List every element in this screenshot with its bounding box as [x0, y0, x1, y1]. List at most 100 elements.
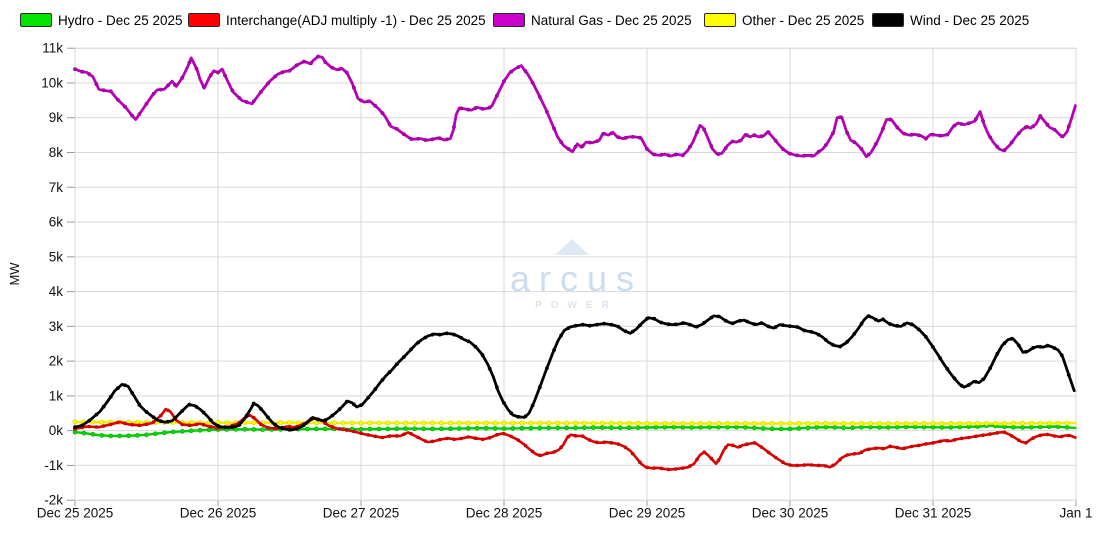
series-marker-hydro	[501, 426, 507, 431]
series-marker-other	[287, 420, 292, 426]
series-marker-wind	[602, 321, 607, 326]
series-marker-hydro	[162, 430, 167, 436]
series-marker-other	[456, 420, 462, 426]
series-marker-wind	[359, 403, 363, 408]
x-tick-label: Dec 28 2025	[466, 506, 543, 521]
series-marker-wind	[230, 425, 235, 430]
series-marker-other	[644, 420, 650, 426]
series-marker-interchange	[580, 434, 585, 439]
series-marker-interchange	[437, 437, 442, 442]
series-marker-natural-gas	[638, 135, 642, 140]
series-marker-interchange	[87, 424, 92, 429]
series-marker-natural-gas	[73, 67, 77, 72]
series-marker-natural-gas	[974, 117, 978, 122]
series-marker-wind	[831, 342, 835, 347]
series-marker-hydro	[573, 425, 578, 431]
series-marker-hydro	[939, 425, 945, 430]
series-marker-wind	[559, 333, 564, 338]
series-marker-other	[99, 419, 105, 425]
series-marker-wind	[816, 332, 821, 337]
series-marker-natural-gas	[266, 81, 270, 86]
series-marker-interchange	[537, 453, 542, 458]
series-marker-other	[885, 420, 891, 426]
series-marker-wind	[387, 370, 392, 375]
series-marker-wind	[437, 332, 442, 337]
legend-item-wind[interactable]: Wind - Dec 25 2025	[872, 12, 1029, 28]
series-marker-other	[564, 420, 569, 426]
series-marker-other	[528, 420, 534, 426]
series-marker-natural-gas	[895, 125, 900, 130]
series-marker-interchange	[723, 445, 728, 450]
series-marker-other	[1002, 420, 1007, 426]
series-marker-hydro	[448, 426, 453, 432]
series-marker-natural-gas	[452, 124, 456, 129]
series-marker-wind	[723, 318, 728, 323]
legend-item-hydro[interactable]: Hydro - Dec 25 2025	[20, 12, 183, 28]
series-marker-hydro	[760, 426, 766, 431]
series-marker-wind	[316, 417, 321, 422]
series-marker-interchange	[1024, 440, 1028, 445]
series-marker-interchange	[659, 466, 664, 471]
series-marker-other	[394, 420, 400, 426]
series-marker-natural-gas	[938, 133, 943, 138]
series-marker-other	[769, 420, 775, 426]
series-marker-interchange	[609, 440, 614, 445]
series-marker-natural-gas	[902, 131, 907, 136]
series-marker-hydro	[582, 425, 587, 431]
series-marker-natural-gas	[337, 67, 342, 72]
series-marker-natural-gas	[430, 137, 435, 142]
series-marker-natural-gas	[673, 152, 678, 157]
series-marker-other	[224, 420, 230, 426]
legend-swatch-other	[704, 13, 736, 27]
series-marker-interchange	[909, 444, 914, 449]
legend-item-other[interactable]: Other - Dec 25 2025	[704, 12, 864, 28]
series-marker-interchange	[616, 442, 621, 446]
series-marker-natural-gas	[523, 69, 528, 74]
series-marker-natural-gas	[287, 68, 292, 73]
legend-item-interchange[interactable]: Interchange(ADJ multiply -1) - Dec 25 20…	[188, 12, 486, 28]
series-marker-hydro	[894, 424, 900, 430]
legend-item-natural-gas[interactable]: Natural Gas - Dec 25 2025	[493, 12, 692, 28]
series-marker-hydro	[859, 424, 864, 430]
series-marker-interchange	[416, 435, 421, 440]
series-marker-wind	[545, 366, 549, 371]
series-marker-wind	[444, 331, 449, 336]
series-marker-interchange	[516, 438, 521, 443]
legend-swatch-interchange	[188, 13, 220, 27]
series-marker-other	[671, 420, 677, 426]
series-marker-interchange	[974, 434, 978, 439]
series-marker-other	[438, 420, 444, 426]
series-marker-other	[591, 420, 596, 426]
series-marker-interchange	[709, 456, 714, 461]
series-marker-other	[698, 420, 703, 426]
series-marker-other	[930, 420, 936, 426]
series-marker-wind	[187, 402, 192, 407]
series-marker-natural-gas	[573, 144, 578, 149]
series-line-wind	[73, 314, 1076, 432]
series-marker-interchange	[502, 431, 506, 436]
series-marker-other	[510, 420, 516, 426]
series-marker-wind	[123, 383, 127, 388]
series-marker-other	[358, 420, 364, 426]
series-marker-natural-gas	[344, 70, 349, 75]
series-marker-interchange	[838, 457, 842, 462]
series-marker-wind	[344, 399, 349, 404]
series-marker-interchange	[430, 439, 435, 444]
series-marker-wind	[494, 385, 499, 390]
series-marker-natural-gas	[602, 131, 607, 136]
series-marker-wind	[931, 345, 935, 350]
series-marker-hydro	[412, 426, 417, 432]
series-marker-interchange	[144, 422, 149, 427]
series-marker-other	[483, 420, 489, 426]
series-marker-wind	[165, 419, 170, 424]
series-marker-interchange	[559, 445, 564, 450]
series-marker-hydro	[823, 424, 829, 430]
y-axis-title: MW	[7, 262, 22, 286]
series-marker-hydro	[564, 425, 569, 431]
series-marker-hydro	[251, 427, 257, 432]
series-marker-interchange	[530, 449, 535, 454]
watermark-brand-text: arcus	[509, 258, 644, 299]
series-marker-other	[501, 420, 507, 426]
series-marker-hydro	[814, 425, 820, 430]
series-marker-natural-gas	[738, 138, 742, 143]
